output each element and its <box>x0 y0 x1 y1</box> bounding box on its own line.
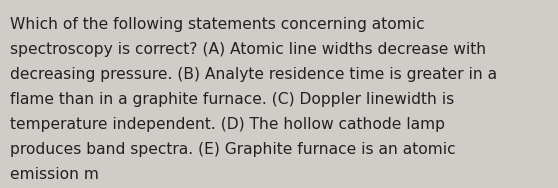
Text: Which of the following statements concerning atomic: Which of the following statements concer… <box>10 17 425 32</box>
Text: decreasing pressure. (B) Analyte residence time is greater in a: decreasing pressure. (B) Analyte residen… <box>10 67 497 82</box>
Text: emission m: emission m <box>10 167 99 182</box>
Text: spectroscopy is correct? (A) Atomic line widths decrease with: spectroscopy is correct? (A) Atomic line… <box>10 42 486 57</box>
Text: temperature independent. (D) The hollow cathode lamp: temperature independent. (D) The hollow … <box>10 117 445 132</box>
Text: flame than in a graphite furnace. (C) Doppler linewidth is: flame than in a graphite furnace. (C) Do… <box>10 92 454 107</box>
Text: produces band spectra. (E) Graphite furnace is an atomic: produces band spectra. (E) Graphite furn… <box>10 142 456 157</box>
